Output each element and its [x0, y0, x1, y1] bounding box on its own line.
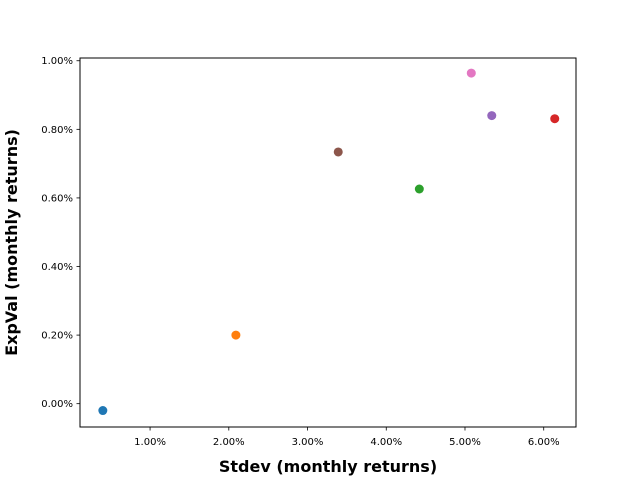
x-tick-label: 3.00% [292, 437, 324, 448]
y-tick-label: 0.60% [41, 193, 73, 204]
x-axis-ticks: 1.00% 2.00% 3.00% 4.00% 5.00% 6.00% [134, 427, 560, 448]
scatter-point-4 [550, 114, 560, 124]
scatter-point-5 [487, 111, 497, 121]
x-axis-title: Stdev (monthly returns) [219, 457, 437, 476]
scatter-point-7 [466, 68, 476, 78]
x-tick-label: 1.00% [134, 437, 166, 448]
plot-area-frame [79, 57, 577, 428]
scatter-point-2 [231, 330, 241, 340]
y-tick-label: 0.00% [41, 399, 73, 410]
y-tick-label: 0.20% [41, 331, 73, 342]
scatter-point-3 [414, 184, 424, 194]
scatter-point-6 [333, 147, 343, 157]
x-tick-label: 6.00% [528, 437, 560, 448]
x-tick-label: 5.00% [449, 437, 481, 448]
scatter-point-1 [98, 406, 108, 416]
y-tick-label: 0.80% [41, 125, 73, 136]
y-axis-ticks: 0.00% 0.20% 0.40% 0.60% 0.80% 1.00% [41, 56, 80, 410]
y-tick-label: 1.00% [41, 56, 73, 67]
x-tick-label: 2.00% [213, 437, 245, 448]
y-tick-label: 0.40% [41, 262, 73, 273]
data-points [98, 68, 560, 416]
y-axis-title: ExpVal (monthly returns) [2, 129, 21, 356]
x-tick-label: 4.00% [370, 437, 402, 448]
